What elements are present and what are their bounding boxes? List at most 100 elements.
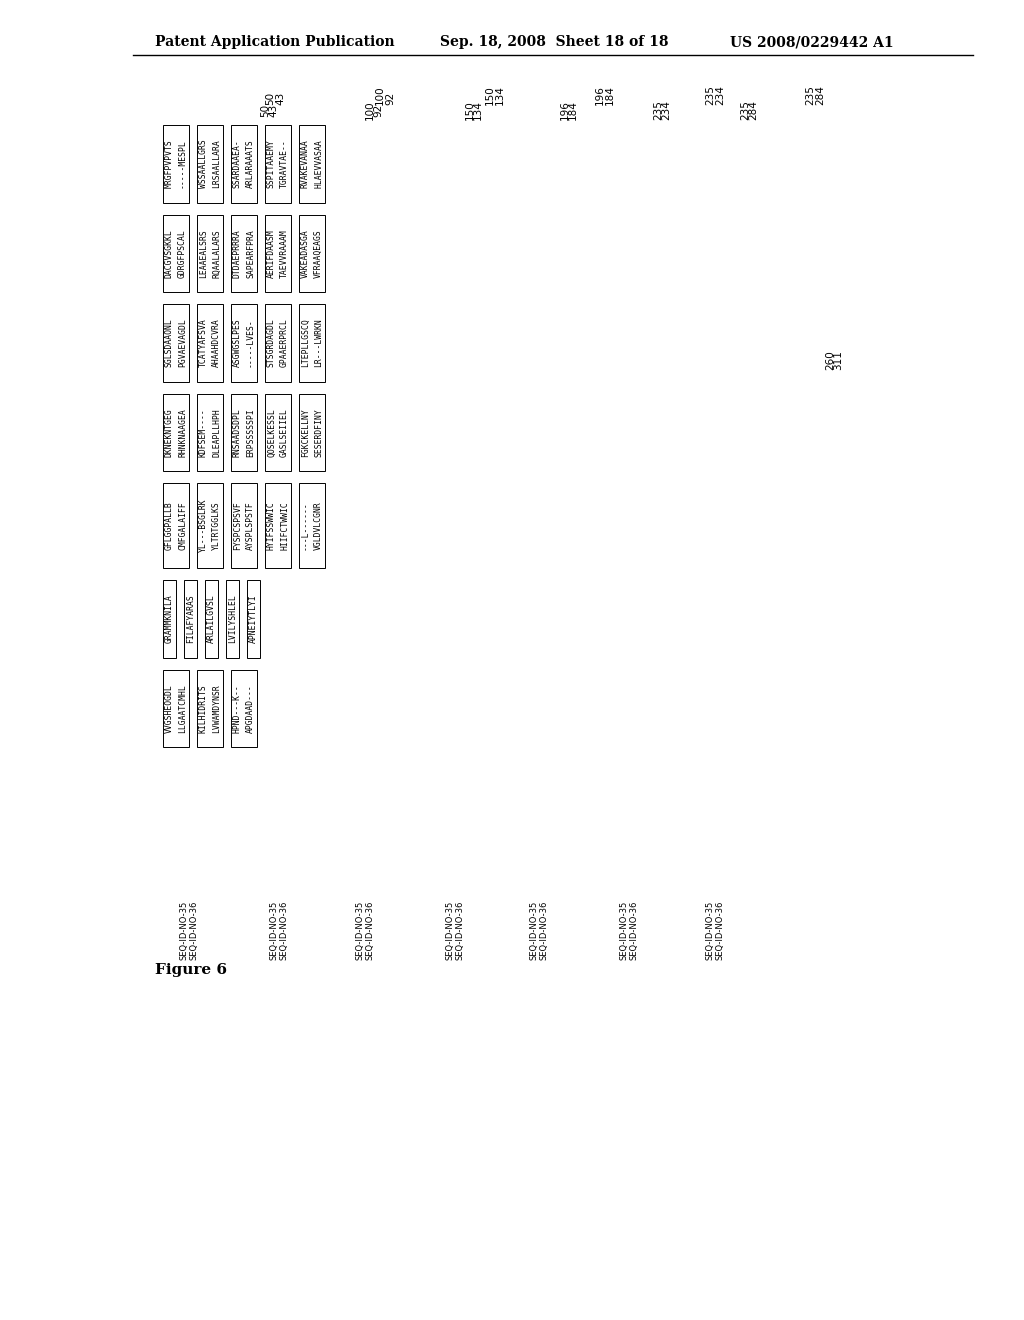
Text: VGLDVLCGNR: VGLDVLCGNR (314, 502, 323, 550)
Bar (265, 483, 291, 568)
Text: SSARDAAEA-: SSARDAAEA- (233, 140, 242, 189)
Bar (265, 125, 291, 202)
Text: GASLSEIIEL: GASLSEIIEL (280, 408, 289, 457)
Text: GDRGFPSCAL: GDRGFPSCAL (178, 230, 187, 277)
Text: WSSAALLGRS: WSSAALLGRS (199, 140, 208, 189)
Text: 92: 92 (373, 103, 383, 116)
Text: SEQ-ID-NO-35: SEQ-ID-NO-35 (705, 900, 714, 960)
Text: FYSPCSPSVF: FYSPCSPSVF (233, 502, 242, 550)
Bar (163, 579, 176, 657)
Text: CMFGALAIFF: CMFGALAIFF (178, 502, 187, 550)
Text: 260: 260 (825, 350, 835, 370)
Text: FILAFYARAS: FILAFYARAS (186, 594, 195, 643)
Text: GFLGGPALLB: GFLGGPALLB (165, 502, 174, 550)
Text: VFRAAQEAGS: VFRAAQEAGS (314, 230, 323, 277)
Text: 311: 311 (833, 350, 843, 370)
Bar (265, 393, 291, 471)
Bar (226, 579, 239, 657)
Text: YL---BSGLRK: YL---BSGLRK (199, 499, 208, 553)
Text: QOSELKESSL: QOSELKESSL (267, 408, 276, 457)
Text: SEQ-ID-NO-35: SEQ-ID-NO-35 (530, 900, 539, 960)
Text: ARLAILGVSL: ARLAILGVSL (207, 594, 216, 643)
Bar (247, 579, 260, 657)
Text: LLGAATCMHL: LLGAATCMHL (178, 684, 187, 733)
Bar (184, 579, 197, 657)
Text: SESERDFINY: SESERDFINY (314, 408, 323, 457)
Text: US 2008/0229442 A1: US 2008/0229442 A1 (730, 36, 894, 49)
Text: SEQ-ID-NO-36: SEQ-ID-NO-36 (455, 900, 464, 960)
Text: LVWAMDYNSR: LVWAMDYNSR (212, 684, 221, 733)
Bar (163, 393, 189, 471)
Text: 184: 184 (568, 100, 578, 120)
Text: ARLARAAATS: ARLARAAATS (246, 140, 255, 189)
Bar (231, 125, 257, 202)
Text: SEQ-ID-NO-35: SEQ-ID-NO-35 (355, 900, 364, 960)
Text: SGLSDAAONL: SGLSDAAONL (165, 318, 174, 367)
Text: LR---LWRKN: LR---LWRKN (314, 318, 323, 367)
Text: AERIFDAASM: AERIFDAASM (267, 230, 276, 277)
Text: SEQ-ID-NO-35: SEQ-ID-NO-35 (620, 900, 629, 960)
Bar (163, 483, 189, 568)
Text: DLEAPLLHPH: DLEAPLLHPH (212, 408, 221, 457)
Text: AYSPLSPSTF: AYSPLSPSTF (246, 502, 255, 550)
Text: -----MESPL: -----MESPL (178, 140, 187, 189)
Text: PGVAEVAGDL: PGVAEVAGDL (178, 318, 187, 367)
Text: SEQ-ID-NO-36: SEQ-ID-NO-36 (630, 900, 639, 960)
Text: VAKEADASGA: VAKEADASGA (301, 230, 310, 277)
Text: TAEVVRAAAM: TAEVVRAAAM (280, 230, 289, 277)
Text: ---L------: ---L------ (301, 502, 310, 550)
Text: RVAKEVANAA: RVAKEVANAA (301, 140, 310, 189)
Bar (163, 215, 189, 292)
Text: APNEIYTLYI: APNEIYTLYI (249, 594, 258, 643)
Text: 235: 235 (805, 84, 815, 106)
Text: HIIFCTWWIC: HIIFCTWWIC (280, 502, 289, 550)
Text: Figure 6: Figure 6 (155, 964, 227, 977)
Bar (231, 304, 257, 381)
Text: LRSAALLARA: LRSAALLARA (212, 140, 221, 189)
Text: 284: 284 (815, 84, 825, 106)
Bar (163, 125, 189, 202)
Text: KILHIDRITS: KILHIDRITS (199, 684, 208, 733)
Bar (265, 215, 291, 292)
Text: Patent Application Publication: Patent Application Publication (155, 36, 394, 49)
Text: HPND---K--: HPND---K-- (233, 684, 242, 733)
Text: 184: 184 (605, 84, 615, 106)
Text: 150: 150 (465, 100, 475, 120)
Text: SEQ-ID-NO-35: SEQ-ID-NO-35 (270, 900, 279, 960)
Text: 196: 196 (595, 84, 605, 106)
Bar (197, 393, 223, 471)
Text: KDFSEM----: KDFSEM---- (199, 408, 208, 457)
Text: TCATYAFSVA: TCATYAFSVA (199, 318, 208, 367)
Text: GPAAERPRCL: GPAAERPRCL (280, 318, 289, 367)
Bar (163, 304, 189, 381)
Text: SEQ-ID-NO-36: SEQ-ID-NO-36 (190, 900, 199, 960)
Text: 284: 284 (748, 100, 758, 120)
Text: TGRAVTAE--: TGRAVTAE-- (280, 140, 289, 189)
Text: LVILYSHLEL: LVILYSHLEL (228, 594, 237, 643)
Text: 92: 92 (385, 92, 395, 106)
Text: Sep. 18, 2008  Sheet 18 of 18: Sep. 18, 2008 Sheet 18 of 18 (440, 36, 669, 49)
Text: DTDAEPRRRA: DTDAEPRRRA (233, 230, 242, 277)
Text: 43: 43 (268, 103, 278, 116)
Bar (197, 669, 223, 747)
Text: 134: 134 (495, 84, 505, 106)
Text: SEQ-ID-NO-35: SEQ-ID-NO-35 (445, 900, 454, 960)
Bar (197, 304, 223, 381)
Bar (265, 304, 291, 381)
Bar (231, 669, 257, 747)
Text: SSPITAAEMY: SSPITAAEMY (267, 140, 276, 189)
Text: LEAAEALSRS: LEAAEALSRS (199, 230, 208, 277)
Bar (231, 393, 257, 471)
Text: SEQ-ID-NO-35: SEQ-ID-NO-35 (180, 900, 189, 960)
Text: 100: 100 (365, 100, 375, 120)
Bar (299, 483, 325, 568)
Text: 235: 235 (740, 100, 750, 120)
Bar (197, 125, 223, 202)
Text: APGDAAD---: APGDAAD--- (246, 684, 255, 733)
Text: 150: 150 (485, 86, 495, 106)
Text: VVGSHEOGDL: VVGSHEOGDL (165, 684, 174, 733)
Text: GRAMMKNILA: GRAMMKNILA (165, 594, 174, 643)
Text: 43: 43 (275, 92, 285, 106)
Text: 100: 100 (375, 86, 385, 106)
Text: RQAALALARS: RQAALALARS (212, 230, 221, 277)
